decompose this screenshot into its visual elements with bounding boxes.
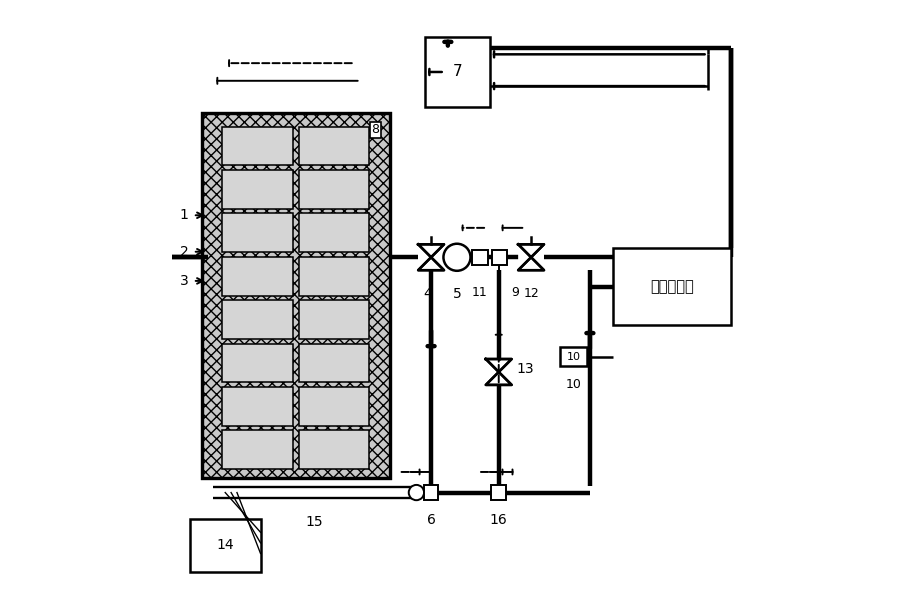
Bar [298, 300, 369, 339]
Polygon shape [519, 244, 544, 270]
Bar [222, 126, 293, 165]
Bar [298, 430, 369, 469]
Text: 2: 2 [180, 245, 189, 259]
Text: 1: 1 [180, 208, 189, 222]
Bar [222, 213, 293, 252]
Bar [222, 387, 293, 426]
Polygon shape [418, 244, 444, 270]
Bar [561, 348, 587, 366]
Bar [222, 430, 293, 469]
Bar [492, 249, 507, 265]
Text: 6: 6 [426, 513, 436, 527]
Bar [202, 113, 390, 478]
Bar [298, 126, 369, 165]
Text: 10: 10 [565, 378, 582, 391]
Bar [202, 113, 390, 478]
Text: 8: 8 [371, 123, 379, 136]
Text: 5: 5 [452, 287, 461, 301]
Text: 16: 16 [490, 513, 507, 527]
Text: 11: 11 [472, 285, 488, 298]
Bar [424, 485, 438, 500]
Polygon shape [485, 359, 512, 385]
Text: 12: 12 [523, 287, 539, 300]
Bar [472, 249, 487, 265]
Bar [298, 213, 369, 252]
Bar [298, 343, 369, 382]
Text: 9: 9 [511, 285, 519, 298]
Circle shape [409, 485, 424, 500]
Bar [426, 37, 490, 108]
Bar [222, 343, 293, 382]
Bar [298, 170, 369, 209]
Text: 14: 14 [216, 538, 234, 553]
Bar [613, 248, 731, 325]
Bar [298, 257, 369, 296]
Bar [298, 387, 369, 426]
Bar [492, 485, 506, 500]
Polygon shape [485, 359, 512, 385]
Circle shape [443, 243, 471, 271]
Text: 7: 7 [453, 64, 462, 79]
Text: 10: 10 [566, 352, 581, 362]
Text: 激光器热沉: 激光器热沉 [650, 279, 694, 294]
Text: 3: 3 [180, 274, 189, 288]
Text: 4: 4 [424, 287, 433, 301]
Text: 13: 13 [517, 362, 534, 376]
Bar [222, 170, 293, 209]
Polygon shape [519, 244, 544, 270]
Bar [222, 257, 293, 296]
Polygon shape [418, 244, 444, 270]
Bar [190, 519, 261, 572]
Text: 15: 15 [306, 515, 323, 529]
Bar [222, 300, 293, 339]
